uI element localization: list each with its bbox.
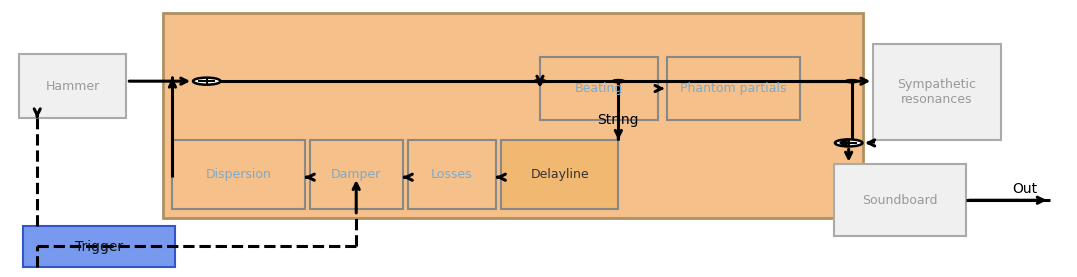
Text: Damper: Damper xyxy=(331,168,381,181)
FancyBboxPatch shape xyxy=(834,165,966,236)
FancyBboxPatch shape xyxy=(172,140,305,209)
Text: Dispersion: Dispersion xyxy=(206,168,271,181)
Text: Out: Out xyxy=(1012,182,1037,196)
Circle shape xyxy=(845,79,858,83)
FancyBboxPatch shape xyxy=(23,226,176,267)
Text: Hammer: Hammer xyxy=(45,79,100,93)
Text: Trigger: Trigger xyxy=(75,240,123,254)
Circle shape xyxy=(533,79,546,83)
Circle shape xyxy=(612,79,625,83)
Text: Phantom partials: Phantom partials xyxy=(681,82,787,95)
Circle shape xyxy=(193,78,221,85)
Text: Soundboard: Soundboard xyxy=(863,194,938,207)
Circle shape xyxy=(835,139,863,147)
Text: Beating: Beating xyxy=(575,82,623,95)
Text: Sympathetic
resonances: Sympathetic resonances xyxy=(897,78,977,106)
FancyBboxPatch shape xyxy=(668,57,799,120)
FancyBboxPatch shape xyxy=(540,57,658,120)
FancyBboxPatch shape xyxy=(873,44,1001,140)
FancyBboxPatch shape xyxy=(163,12,864,218)
Text: Delayline: Delayline xyxy=(530,168,589,181)
FancyBboxPatch shape xyxy=(310,140,403,209)
FancyBboxPatch shape xyxy=(501,140,618,209)
Text: Losses: Losses xyxy=(431,168,473,181)
Text: String: String xyxy=(598,113,639,127)
FancyBboxPatch shape xyxy=(408,140,495,209)
FancyBboxPatch shape xyxy=(18,54,126,118)
